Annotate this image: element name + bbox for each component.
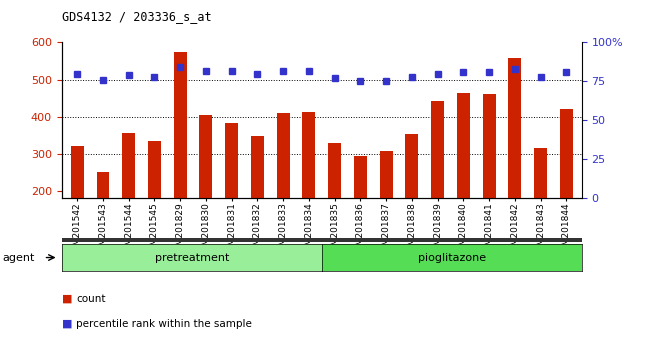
Bar <box>508 58 521 198</box>
Bar <box>96 172 109 198</box>
Bar <box>148 142 161 198</box>
Bar <box>277 113 289 198</box>
Bar <box>560 109 573 198</box>
Bar <box>71 146 84 198</box>
Text: percentile rank within the sample: percentile rank within the sample <box>76 319 252 329</box>
Bar <box>328 143 341 198</box>
Bar <box>225 123 238 198</box>
Bar <box>483 94 495 198</box>
Bar <box>200 115 213 198</box>
Bar <box>431 102 444 198</box>
Bar <box>354 156 367 198</box>
Bar <box>302 112 315 198</box>
Bar <box>380 151 393 198</box>
Text: GDS4132 / 203336_s_at: GDS4132 / 203336_s_at <box>62 10 211 23</box>
Bar <box>174 52 187 198</box>
Bar <box>534 148 547 198</box>
Bar <box>251 136 264 198</box>
Bar <box>122 133 135 198</box>
Text: agent: agent <box>3 252 35 263</box>
Bar <box>457 93 470 198</box>
Text: pretreatment: pretreatment <box>155 252 229 263</box>
Text: pioglitazone: pioglitazone <box>418 252 486 263</box>
Bar <box>406 134 419 198</box>
Text: count: count <box>76 294 105 304</box>
Text: ■: ■ <box>62 319 72 329</box>
Text: ■: ■ <box>62 294 72 304</box>
